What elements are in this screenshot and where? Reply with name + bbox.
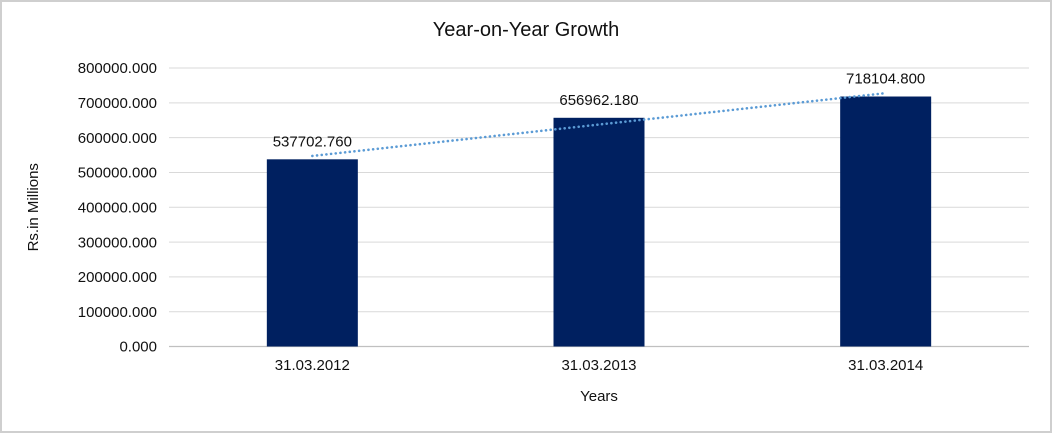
x-tick-label: 31.03.2014: [848, 357, 923, 374]
bar: [553, 117, 645, 347]
y-axis-title: Rs.in Millions: [25, 163, 42, 251]
y-tick-label: 100000.000: [78, 304, 157, 321]
y-tick-label: 400000.000: [78, 199, 157, 216]
y-tick-label: 200000.000: [78, 269, 157, 286]
y-tick-label: 0.000: [119, 339, 157, 356]
chart-title: Year-on-Year Growth: [432, 19, 620, 41]
bar-value-label: 537702.760: [273, 133, 352, 150]
bar-value-label: 656962.180: [559, 92, 638, 109]
y-tick-label: 600000.000: [78, 130, 157, 147]
y-tick-label: 300000.000: [78, 234, 157, 251]
bar-value-label: 718104.800: [846, 71, 925, 88]
bar: [840, 96, 932, 347]
y-tick-label: 500000.000: [78, 165, 157, 182]
bar: [266, 159, 358, 347]
x-axis-title: Years: [580, 388, 618, 405]
y-tick-label: 700000.000: [78, 95, 157, 112]
x-tick-label: 31.03.2013: [561, 357, 636, 374]
trendline-dotted: [311, 91, 887, 158]
y-tick-label: 800000.000: [78, 60, 157, 77]
x-tick-label: 31.03.2012: [275, 357, 350, 374]
